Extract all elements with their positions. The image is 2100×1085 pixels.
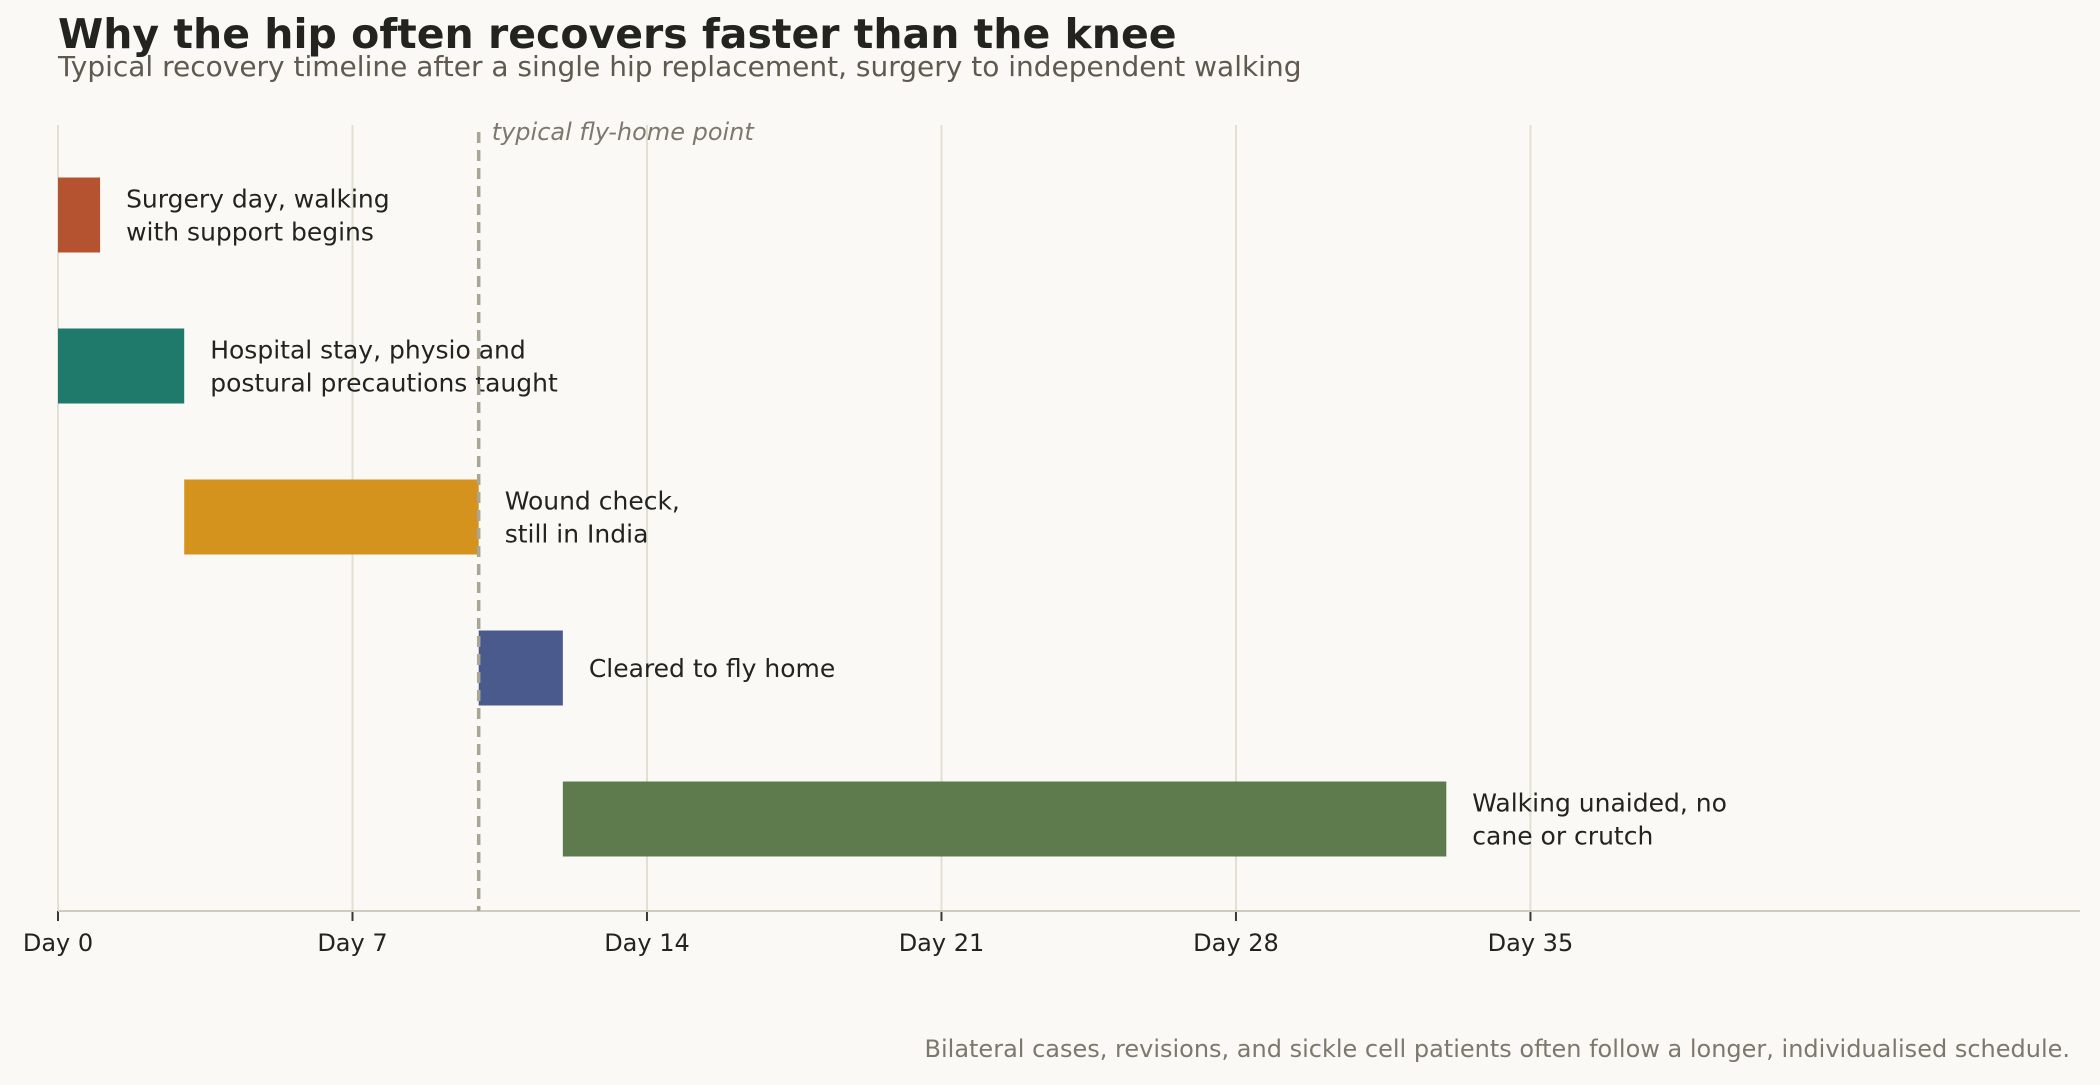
phase-label: Surgery day, walking with support begins [126, 185, 390, 247]
x-tick-label: Day 14 [604, 929, 690, 957]
phase-bar [58, 328, 185, 404]
phase-bars: Surgery day, walking with support begins H… [58, 177, 1727, 857]
reference-line-group: typical fly-home point [476, 118, 756, 911]
footnote: Bilateral cases, revisions, and sickle c… [924, 1035, 2070, 1063]
phase-label: Hospital stay, physio and postural precau… [210, 336, 558, 398]
phase-bar [58, 177, 101, 253]
x-tick-label: Day 28 [1193, 929, 1279, 957]
x-tick-label: Day 7 [317, 929, 387, 957]
chart-subtitle: Typical recovery timeline after a single… [58, 50, 1302, 83]
phase-bar [562, 781, 1447, 857]
x-tick-label: Day 35 [1488, 929, 1574, 957]
grid-lines [57, 125, 1532, 911]
phase-label: Cleared to fly home [589, 654, 835, 683]
phase-bar [184, 479, 479, 555]
x-tick-label: Day 21 [899, 929, 985, 957]
phase-label: Walking unaided, no cane or crutch [1472, 789, 1727, 851]
x-axis: Day 0 Day 7 Day 14 Day 21 Day 28 Day 35 [23, 910, 2080, 957]
phase-label: Wound check, still in India [505, 487, 680, 549]
phase-bar [478, 630, 563, 706]
chart-title: Why the hip often recovers faster than t… [58, 10, 1177, 58]
x-tick-label: Day 0 [23, 929, 93, 957]
reference-line-label: typical fly-home point [492, 118, 756, 146]
